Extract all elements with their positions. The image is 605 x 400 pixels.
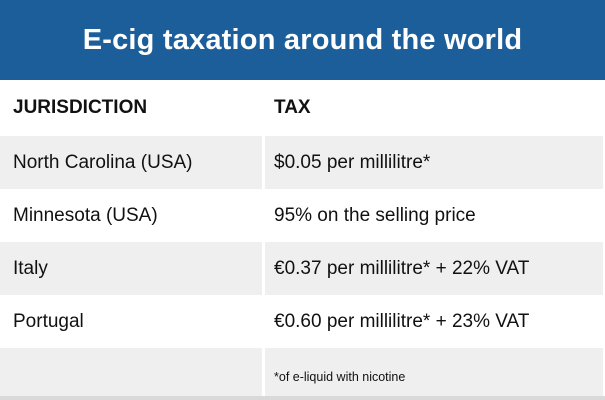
table-row: Minnesota (USA) 95% on the selling price bbox=[0, 189, 603, 242]
jurisdiction-cell: Italy bbox=[0, 242, 262, 295]
header-tax: TAX bbox=[262, 80, 603, 136]
bottom-rule bbox=[0, 396, 605, 400]
table-row: Portugal €0.60 per millilitre* + 23% VAT bbox=[0, 295, 603, 348]
jurisdiction-cell: North Carolina (USA) bbox=[0, 136, 262, 189]
header-jurisdiction: JURISDICTION bbox=[0, 80, 262, 136]
tax-cell: €0.60 per millilitre* + 23% VAT bbox=[262, 295, 603, 348]
table-header-row: JURISDICTION TAX bbox=[0, 80, 603, 136]
tax-cell: 95% on the selling price bbox=[262, 189, 603, 242]
footnote-empty-cell bbox=[0, 348, 262, 400]
tax-table: JURISDICTION TAX North Carolina (USA) $0… bbox=[0, 80, 603, 400]
footnote-row: *of e-liquid with nicotine bbox=[0, 348, 603, 400]
infographic-title: E-cig taxation around the world bbox=[0, 0, 605, 80]
table-row: Italy €0.37 per millilitre* + 22% VAT bbox=[0, 242, 603, 295]
tax-cell: $0.05 per millilitre* bbox=[262, 136, 603, 189]
tax-cell: €0.37 per millilitre* + 22% VAT bbox=[262, 242, 603, 295]
footnote-text: *of e-liquid with nicotine bbox=[274, 370, 406, 384]
jurisdiction-cell: Minnesota (USA) bbox=[0, 189, 262, 242]
table-row: North Carolina (USA) $0.05 per millilitr… bbox=[0, 136, 603, 189]
footnote-cell: *of e-liquid with nicotine bbox=[262, 348, 603, 400]
jurisdiction-cell: Portugal bbox=[0, 295, 262, 348]
